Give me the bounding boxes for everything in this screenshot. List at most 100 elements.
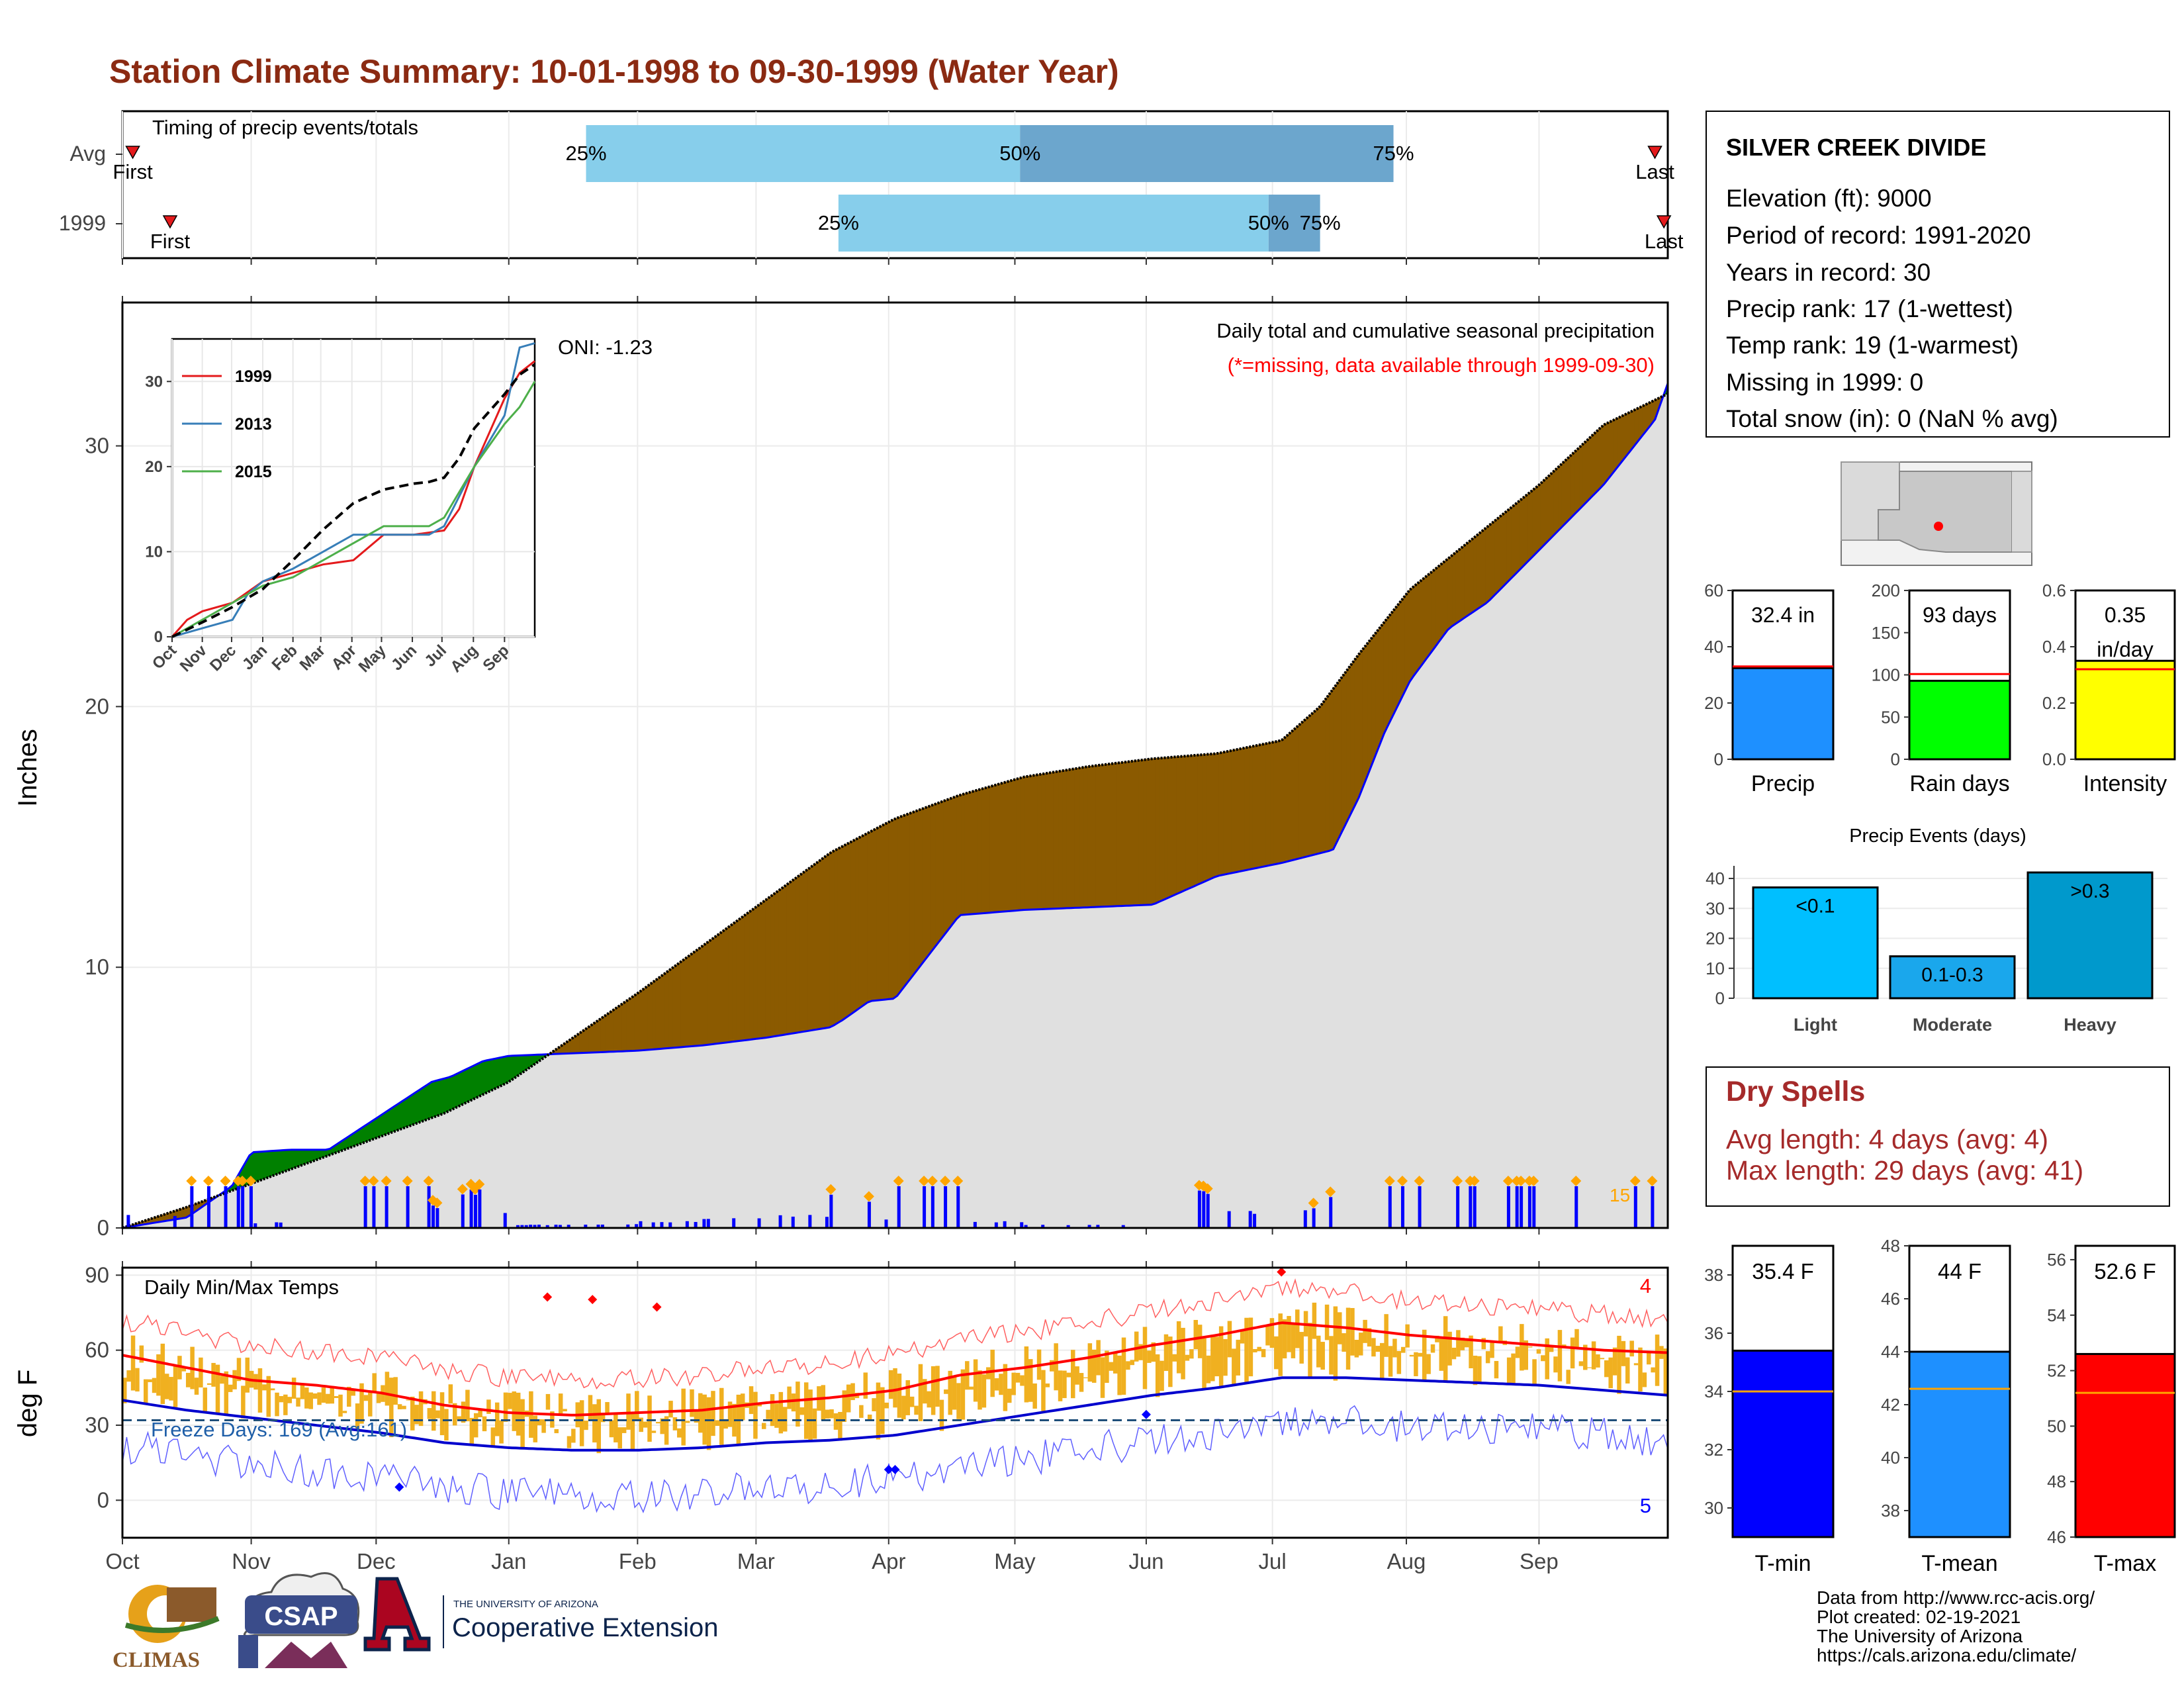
daily-temp-bar xyxy=(579,1400,584,1446)
daily-temp-bar xyxy=(1087,1343,1093,1382)
below-average-area xyxy=(1371,632,1377,766)
daily-temp-bar xyxy=(1193,1319,1199,1350)
above-average-area xyxy=(498,1056,504,1088)
daily-precip-bar xyxy=(668,1222,672,1228)
daily-temp-bar xyxy=(1396,1350,1402,1374)
daily-temp-bar xyxy=(1481,1338,1486,1350)
precip-y-axis-title: Inches xyxy=(13,729,42,807)
below-average-area xyxy=(803,868,809,1032)
daily-temp-bar xyxy=(1359,1333,1363,1356)
below-average-area xyxy=(715,933,720,1045)
summary-value-label: 32.4 in xyxy=(1751,603,1815,627)
first-event-marker xyxy=(162,215,178,229)
daily-temp-bar xyxy=(300,1385,305,1399)
summary-bar-name: Intensity xyxy=(2083,771,2167,796)
below-average-area xyxy=(981,787,987,914)
daily-temp-bar xyxy=(821,1385,826,1420)
station-info-box: SILVER CREEK DIVIDE Elevation (ft): 9000… xyxy=(1706,111,2170,438)
daily-temp-bar xyxy=(1054,1343,1058,1391)
below-average-area xyxy=(1337,676,1342,841)
daily-temp-bar xyxy=(1549,1346,1554,1352)
daily-temp-bar xyxy=(1168,1336,1173,1387)
daily-temp-bar xyxy=(715,1420,720,1427)
below-average-area xyxy=(1091,765,1097,908)
below-average-area xyxy=(689,951,695,1047)
daily-temp-bar xyxy=(203,1387,208,1413)
below-average-area xyxy=(706,939,711,1046)
below-average-area xyxy=(592,1021,597,1053)
daily-temp-bar xyxy=(994,1378,999,1391)
below-average-area xyxy=(1570,451,1575,520)
below-average-area xyxy=(1003,781,1008,912)
baseline-fill xyxy=(122,393,1668,1228)
heavy-event-marker xyxy=(952,1175,964,1186)
below-average-area xyxy=(1125,761,1130,906)
daily-precip-bar xyxy=(702,1219,706,1228)
below-average-area xyxy=(1578,443,1584,511)
below-average-area xyxy=(672,964,678,1049)
daily-precip-bar xyxy=(406,1186,410,1228)
below-average-area xyxy=(1040,773,1046,910)
above-average-area xyxy=(473,1062,478,1100)
below-average-area xyxy=(1222,751,1228,876)
daily-temp-bar xyxy=(1379,1342,1385,1381)
below-average-area xyxy=(850,839,856,1015)
above-average-area xyxy=(257,1151,263,1182)
heavy-event-marker xyxy=(457,1184,468,1195)
daily-temp-bar xyxy=(1117,1355,1122,1395)
below-average-area xyxy=(1418,579,1423,671)
daily-precip-bar xyxy=(685,1221,689,1228)
daily-temp-bar xyxy=(1227,1321,1232,1358)
daily-temp-bar xyxy=(1583,1344,1588,1370)
daily-temp-bar xyxy=(304,1387,309,1409)
below-average-area xyxy=(782,883,788,1036)
below-average-area xyxy=(1341,670,1347,833)
daily-temp-bar xyxy=(698,1393,703,1433)
daily-precip-bar xyxy=(224,1186,228,1228)
daily-precip-bar xyxy=(533,1225,537,1228)
daily-temp-bar xyxy=(1210,1335,1215,1382)
daily-temp-bar xyxy=(956,1383,961,1419)
daily-temp-bar xyxy=(651,1430,657,1433)
timing-bar-early xyxy=(838,195,1269,252)
daily-precip-bar xyxy=(503,1213,507,1228)
above-average-area xyxy=(266,1150,271,1179)
daily-temp-bar xyxy=(414,1405,419,1425)
below-average-area xyxy=(1206,753,1211,882)
daily-temp-bar xyxy=(880,1387,885,1434)
daily-precip-bar xyxy=(1469,1186,1473,1228)
daily-temp-bar xyxy=(1151,1342,1156,1362)
daily-temp-bar xyxy=(397,1404,402,1409)
daily-temp-bar xyxy=(1464,1338,1469,1348)
precip-events-chart: Precip Events (days) 0 10 20 30 40 <0.1 Light 0.… xyxy=(1706,825,2167,1035)
below-average-area xyxy=(749,908,754,1041)
daily-temp-bar xyxy=(1612,1347,1617,1376)
daily-precip-bar xyxy=(1527,1186,1531,1228)
station-line: Total snow (in): 0 (NaN % avg) xyxy=(1726,405,2058,432)
heavy-event-marker xyxy=(1528,1175,1539,1186)
daily-temp-bar xyxy=(444,1409,449,1441)
heavy-event-marker xyxy=(1202,1183,1213,1194)
below-average-area xyxy=(1155,757,1160,904)
heavy-event-marker xyxy=(423,1175,434,1186)
first-event-label: First xyxy=(113,160,153,183)
daily-temp-bar xyxy=(499,1420,504,1444)
daily-precip-bar xyxy=(694,1221,698,1228)
below-average-area xyxy=(685,955,690,1047)
below-average-area xyxy=(604,1011,610,1053)
below-average-area xyxy=(621,1000,627,1052)
daily-temp-bar xyxy=(1050,1360,1054,1372)
below-average-area xyxy=(985,786,991,914)
daily-temp-bar xyxy=(757,1403,762,1407)
below-average-area xyxy=(1422,575,1427,666)
daily-temp-bar xyxy=(960,1369,966,1420)
record-low-marker xyxy=(884,1465,893,1474)
daily-temp-bar xyxy=(262,1384,267,1391)
daily-precip-bar xyxy=(1202,1191,1206,1228)
timing-pct-label: 25% xyxy=(565,142,606,165)
temp-bar-y-tick-label: 54 xyxy=(2047,1305,2066,1325)
above-average-area xyxy=(439,1078,445,1115)
temp-summary-bars: 30 32 34 36 38 35.4 F T-min 38 40 42 44 46 48 44 F T-m… xyxy=(1704,1236,2176,1576)
below-average-area xyxy=(876,825,881,1001)
below-average-area xyxy=(1193,755,1199,887)
